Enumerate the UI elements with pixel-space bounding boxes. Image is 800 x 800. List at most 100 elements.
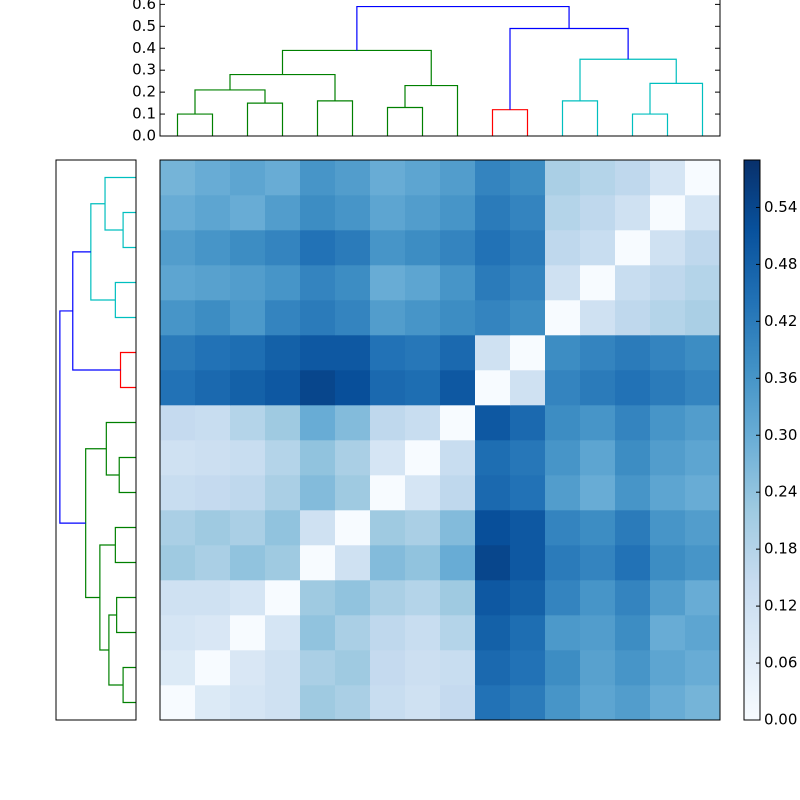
heat-cell bbox=[475, 440, 511, 476]
top-dendrogram-link bbox=[176, 113, 214, 136]
heat-cell bbox=[440, 545, 476, 581]
heat-cell bbox=[160, 510, 196, 546]
heat-cell bbox=[230, 300, 266, 336]
heat-cell bbox=[265, 615, 301, 651]
heat-cell bbox=[265, 650, 301, 686]
heat-cell bbox=[230, 545, 266, 581]
heat-cell bbox=[440, 580, 476, 616]
heat-cell bbox=[230, 405, 266, 441]
heat-cell bbox=[650, 370, 686, 406]
left-dendrogram-link bbox=[118, 456, 136, 494]
left-dendrogram-link bbox=[122, 666, 136, 704]
colorbar-tick-label: 0.00 bbox=[764, 711, 797, 729]
heat-cell bbox=[300, 475, 336, 511]
left-dendrogram-link bbox=[108, 614, 124, 686]
colorbar-tick-label: 0.06 bbox=[764, 654, 797, 672]
left-dendrogram-link bbox=[59, 310, 86, 524]
colorbar-tick-label: 0.24 bbox=[764, 483, 797, 501]
heat-cell bbox=[335, 580, 371, 616]
heat-cell bbox=[300, 650, 336, 686]
heat-cell bbox=[195, 300, 231, 336]
heat-cell bbox=[160, 265, 196, 301]
heat-cell bbox=[230, 370, 266, 406]
heat-cell bbox=[615, 230, 651, 266]
heat-cell bbox=[265, 440, 301, 476]
heat-cell bbox=[440, 510, 476, 546]
heat-cell bbox=[370, 685, 406, 721]
heat-cell bbox=[685, 160, 721, 196]
heat-cell bbox=[405, 195, 441, 231]
heat-cell bbox=[685, 440, 721, 476]
heat-cell bbox=[195, 650, 231, 686]
heat-cell bbox=[545, 230, 581, 266]
heat-cell bbox=[265, 195, 301, 231]
heat-cell bbox=[615, 650, 651, 686]
heat-cell bbox=[510, 580, 546, 616]
heat-cell bbox=[650, 475, 686, 511]
heat-cell bbox=[370, 475, 406, 511]
heat-cell bbox=[335, 405, 371, 441]
heat-cell bbox=[370, 195, 406, 231]
heat-cell bbox=[405, 685, 441, 721]
heat-cell bbox=[615, 300, 651, 336]
heat-cell bbox=[440, 650, 476, 686]
heat-cell bbox=[230, 160, 266, 196]
heat-cell bbox=[160, 475, 196, 511]
heat-cell bbox=[230, 685, 266, 721]
heat-cell bbox=[370, 650, 406, 686]
heat-cell bbox=[300, 370, 336, 406]
left-dendrogram-link bbox=[72, 251, 121, 371]
heat-cell bbox=[300, 195, 336, 231]
heat-cell bbox=[195, 510, 231, 546]
heat-cell bbox=[545, 405, 581, 441]
heat-cell bbox=[650, 230, 686, 266]
y-tick-label: 0.5 bbox=[132, 17, 156, 35]
heat-cell bbox=[650, 615, 686, 651]
heat-cell bbox=[405, 335, 441, 371]
heat-cell bbox=[160, 405, 196, 441]
heat-cell bbox=[265, 475, 301, 511]
heat-cell bbox=[195, 615, 231, 651]
colorbar bbox=[743, 159, 761, 721]
heat-cell bbox=[195, 370, 231, 406]
left-dendrogram-link bbox=[122, 211, 136, 249]
heat-cell bbox=[440, 195, 476, 231]
heat-cell bbox=[405, 265, 441, 301]
heat-cell bbox=[195, 160, 231, 196]
heat-cell bbox=[300, 265, 336, 301]
heat-cell bbox=[300, 545, 336, 581]
heat-cell bbox=[160, 300, 196, 336]
heat-cell bbox=[440, 475, 476, 511]
heat-cell bbox=[510, 265, 546, 301]
heat-cell bbox=[475, 405, 511, 441]
left-dendrogram-link bbox=[105, 421, 136, 476]
heat-cell bbox=[650, 265, 686, 301]
heat-cell bbox=[405, 370, 441, 406]
heat-cell bbox=[195, 265, 231, 301]
heat-cell bbox=[440, 370, 476, 406]
colorbar-tick-label: 0.36 bbox=[764, 369, 797, 387]
heat-cell bbox=[685, 685, 721, 721]
heat-cell bbox=[475, 230, 511, 266]
heat-cell bbox=[160, 650, 196, 686]
heat-cell bbox=[335, 615, 371, 651]
heat-cell bbox=[440, 440, 476, 476]
heat-cell bbox=[370, 335, 406, 371]
top-dendrogram-link bbox=[246, 102, 284, 136]
heat-cell bbox=[580, 265, 616, 301]
heat-cell bbox=[615, 370, 651, 406]
heat-cell bbox=[160, 335, 196, 371]
heat-cell bbox=[370, 370, 406, 406]
heat-cell bbox=[475, 475, 511, 511]
top-dendrogram-frame bbox=[159, 0, 721, 137]
colorbar-tick-label: 0.30 bbox=[764, 426, 797, 444]
heat-cell bbox=[230, 475, 266, 511]
heat-cell bbox=[335, 195, 371, 231]
heat-cell bbox=[580, 545, 616, 581]
heat-cell bbox=[545, 510, 581, 546]
heat-cell bbox=[300, 615, 336, 651]
heat-cell bbox=[160, 685, 196, 721]
heat-cell bbox=[475, 545, 511, 581]
left-dendrogram-link bbox=[116, 596, 136, 634]
heat-cell bbox=[265, 685, 301, 721]
